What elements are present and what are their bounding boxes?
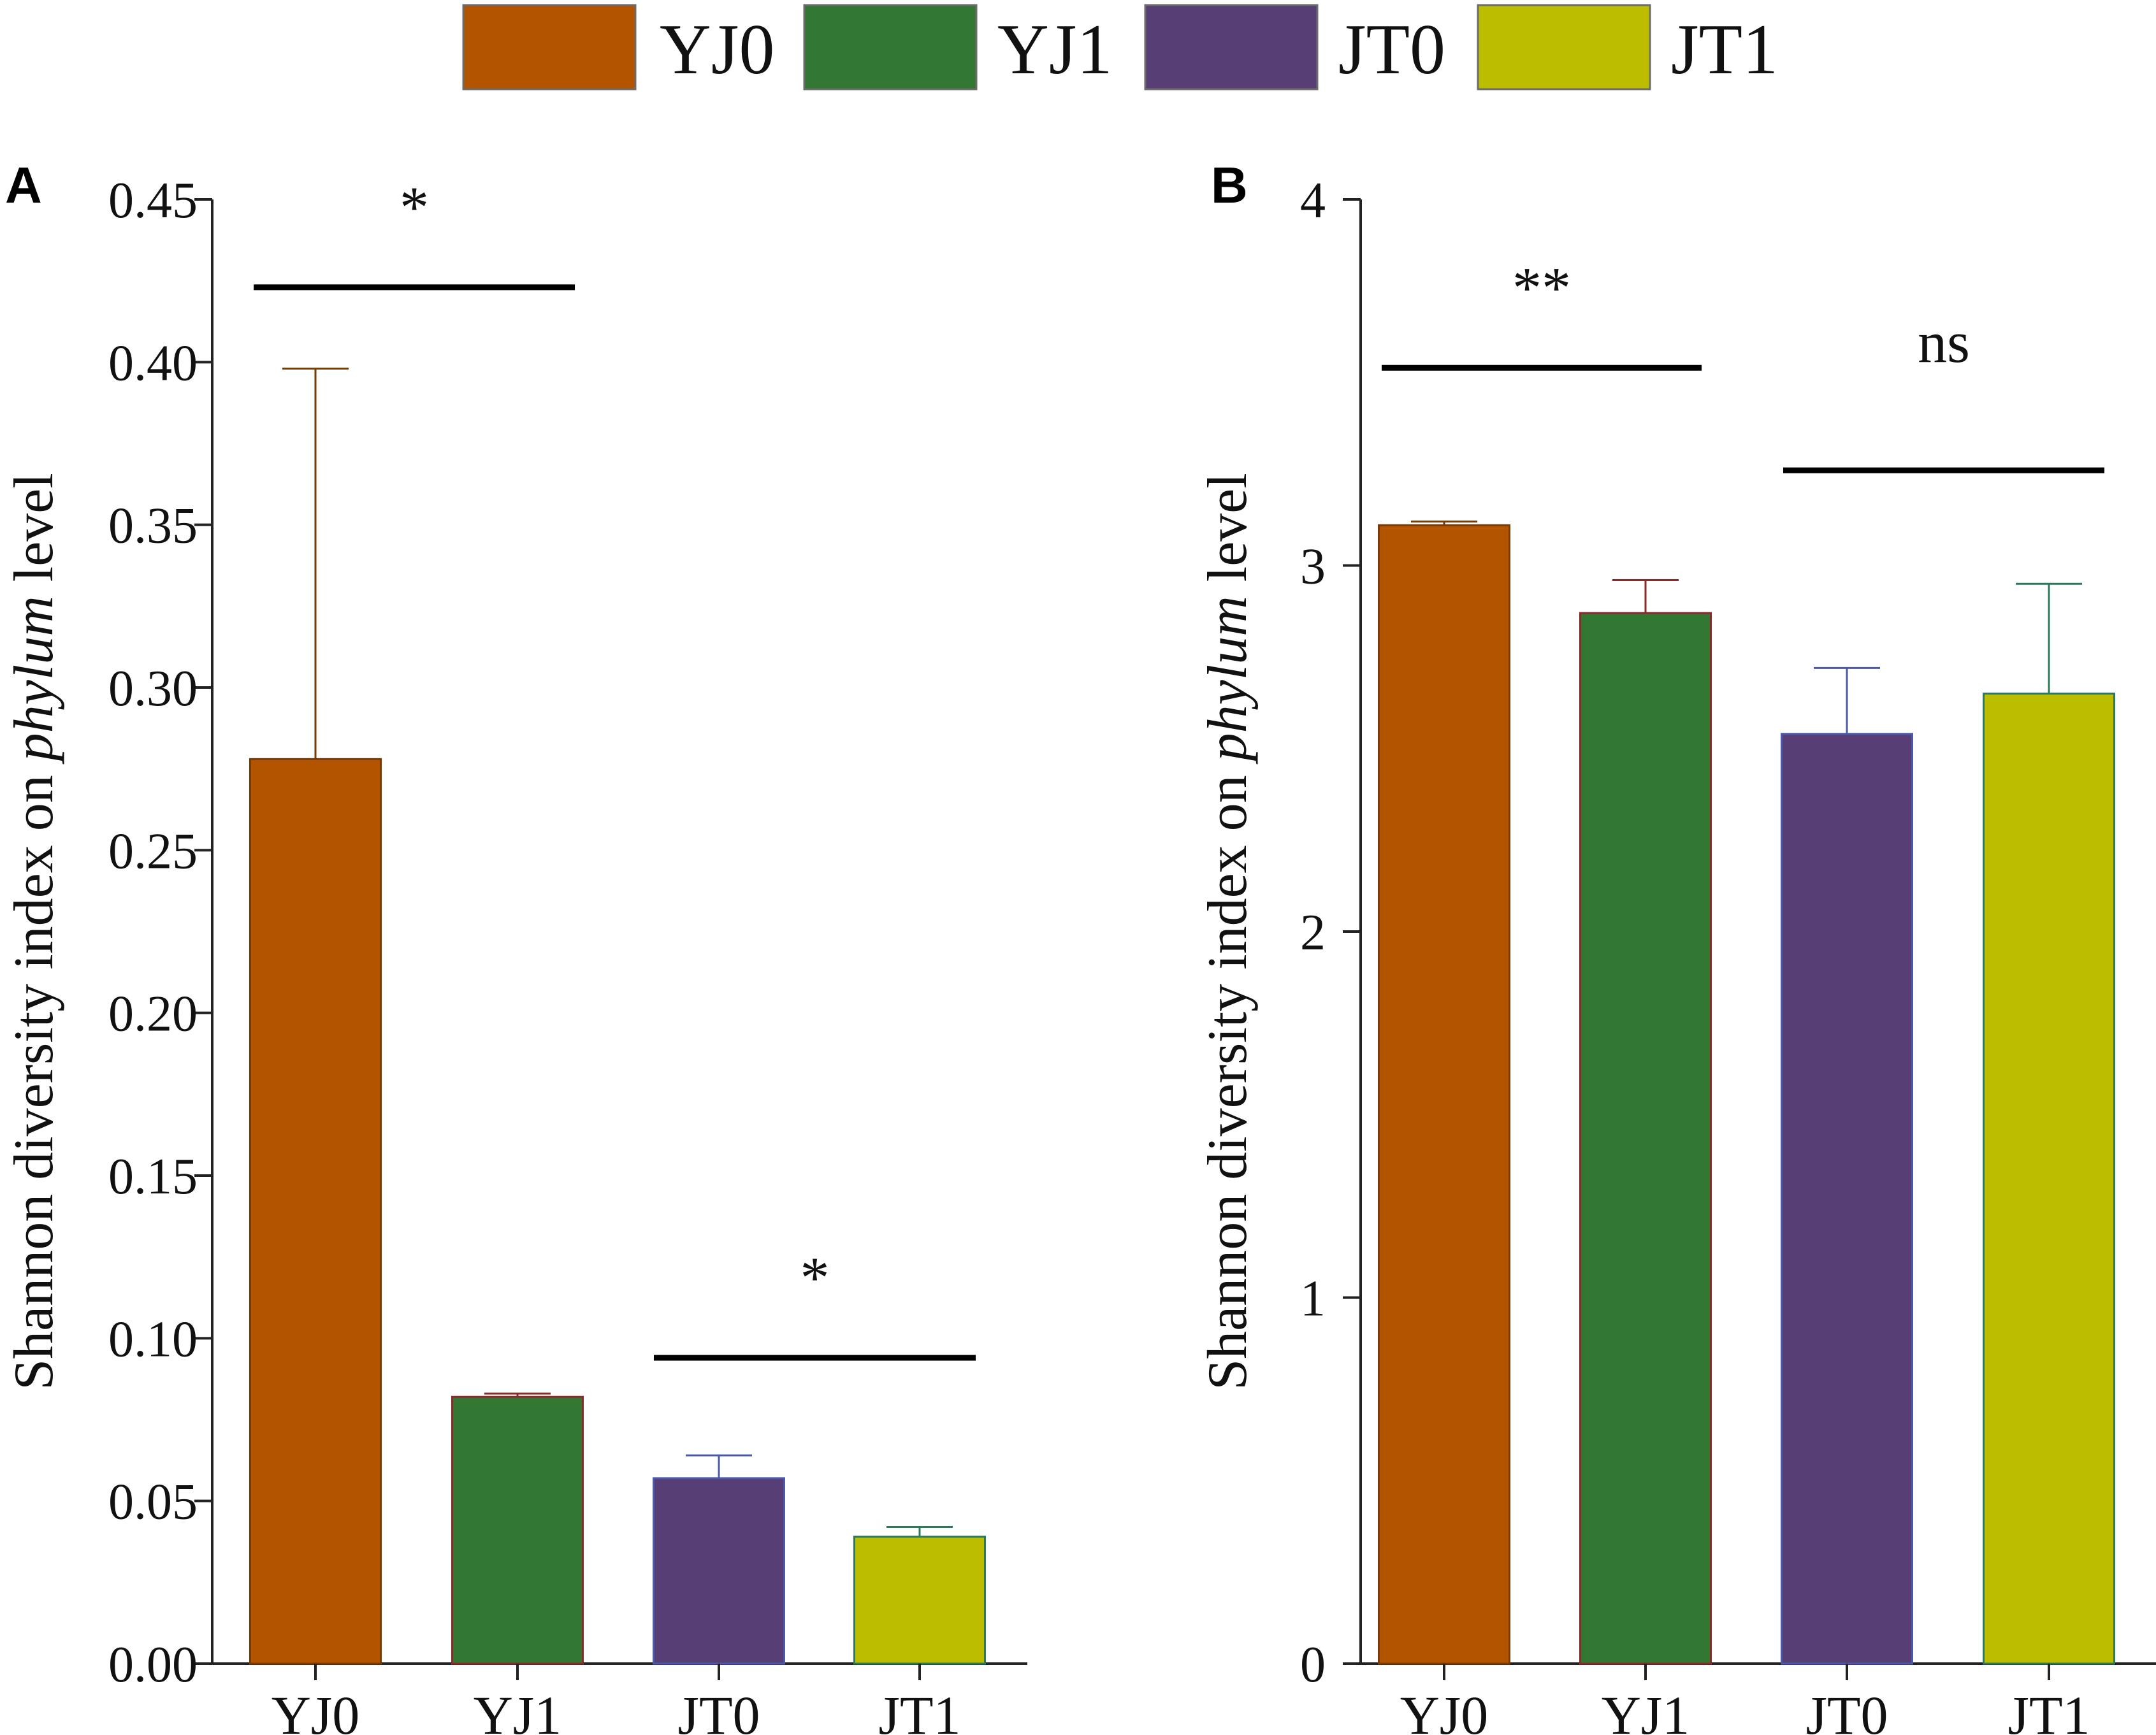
y-tick-label: 0.10 [108, 1311, 198, 1367]
y-tick-label: 2 [1300, 905, 1326, 961]
y-tick-label: 0.35 [108, 498, 198, 554]
y-tick-label: 0 [1300, 1637, 1326, 1693]
y-tick-label: 4 [1300, 173, 1326, 229]
legend-swatch [1477, 4, 1651, 90]
bar-yj0 [249, 758, 382, 1665]
legend-item-yj0: YJ0 [462, 4, 774, 90]
y-tick-label: 0.15 [108, 1149, 198, 1205]
legend-swatch [803, 4, 978, 90]
y-axis-label: Shannon diversity index on phylum level [1197, 473, 1259, 1390]
significance-asterisk: * [400, 175, 429, 240]
legend-label: JT1 [1671, 10, 1778, 89]
y-tick-label: 0.25 [108, 823, 198, 879]
y-tick-label: 0.45 [108, 173, 198, 229]
y-tick-label: 0.20 [108, 986, 198, 1042]
x-tick-label: YJ1 [1602, 1685, 1690, 1735]
x-tick-label: JT0 [678, 1685, 760, 1735]
bar-yj1 [451, 1395, 584, 1665]
panel-a: A 0.00 0.05 0.10 0.15 0.20 0.25 0.30 0.35 0.40 0.4… [3, 157, 1027, 1735]
y-tick-label: 3 [1300, 539, 1326, 595]
bar-yj1 [1579, 612, 1712, 1665]
bar-yj0 [1378, 524, 1510, 1665]
y-tick-label: 0.30 [108, 661, 198, 717]
legend-label: YJ0 [660, 10, 774, 89]
bar-jt0 [653, 1477, 785, 1665]
legend-item-jt1: JT1 [1477, 4, 1778, 90]
legend-item-yj1: YJ1 [803, 4, 1112, 90]
y-tick-label: 0.40 [108, 335, 198, 391]
x-tick-label: JT1 [879, 1685, 961, 1735]
bar-jt1 [1983, 693, 2115, 1665]
y-tick-label: 1 [1300, 1271, 1326, 1327]
significance-asterisk: ** [1512, 255, 1571, 320]
panel-b: B 0 1 2 3 4 Shannon diversity index on phylum … [1197, 157, 2156, 1735]
x-tick-label: YJ0 [271, 1685, 360, 1735]
panel-letter: A [5, 157, 42, 213]
y-axis-label: Shannon diversity index on phylum level [3, 473, 65, 1390]
x-tick-label: JT0 [1806, 1685, 1888, 1735]
legend: YJ0 YJ1 JT0 JT1 [462, 4, 1778, 90]
x-tick-label: YJ1 [474, 1685, 562, 1735]
legend-label: JT0 [1338, 10, 1445, 89]
bar-jt1 [853, 1536, 986, 1665]
panel-letter: B [1211, 157, 1248, 213]
x-tick-label: JT1 [2008, 1685, 2090, 1735]
bar-jt0 [1781, 733, 1913, 1665]
y-tick-label: 0.00 [108, 1637, 198, 1693]
significance-asterisk: * [800, 1245, 830, 1310]
y-tick-label: 0.05 [108, 1474, 198, 1530]
legend-label: YJ1 [997, 10, 1112, 89]
significance-ns: ns [1918, 310, 1970, 375]
legend-swatch [1144, 4, 1319, 90]
legend-swatch [462, 4, 637, 90]
x-tick-label: YJ0 [1400, 1685, 1489, 1735]
legend-item-jt0: JT0 [1144, 4, 1445, 90]
